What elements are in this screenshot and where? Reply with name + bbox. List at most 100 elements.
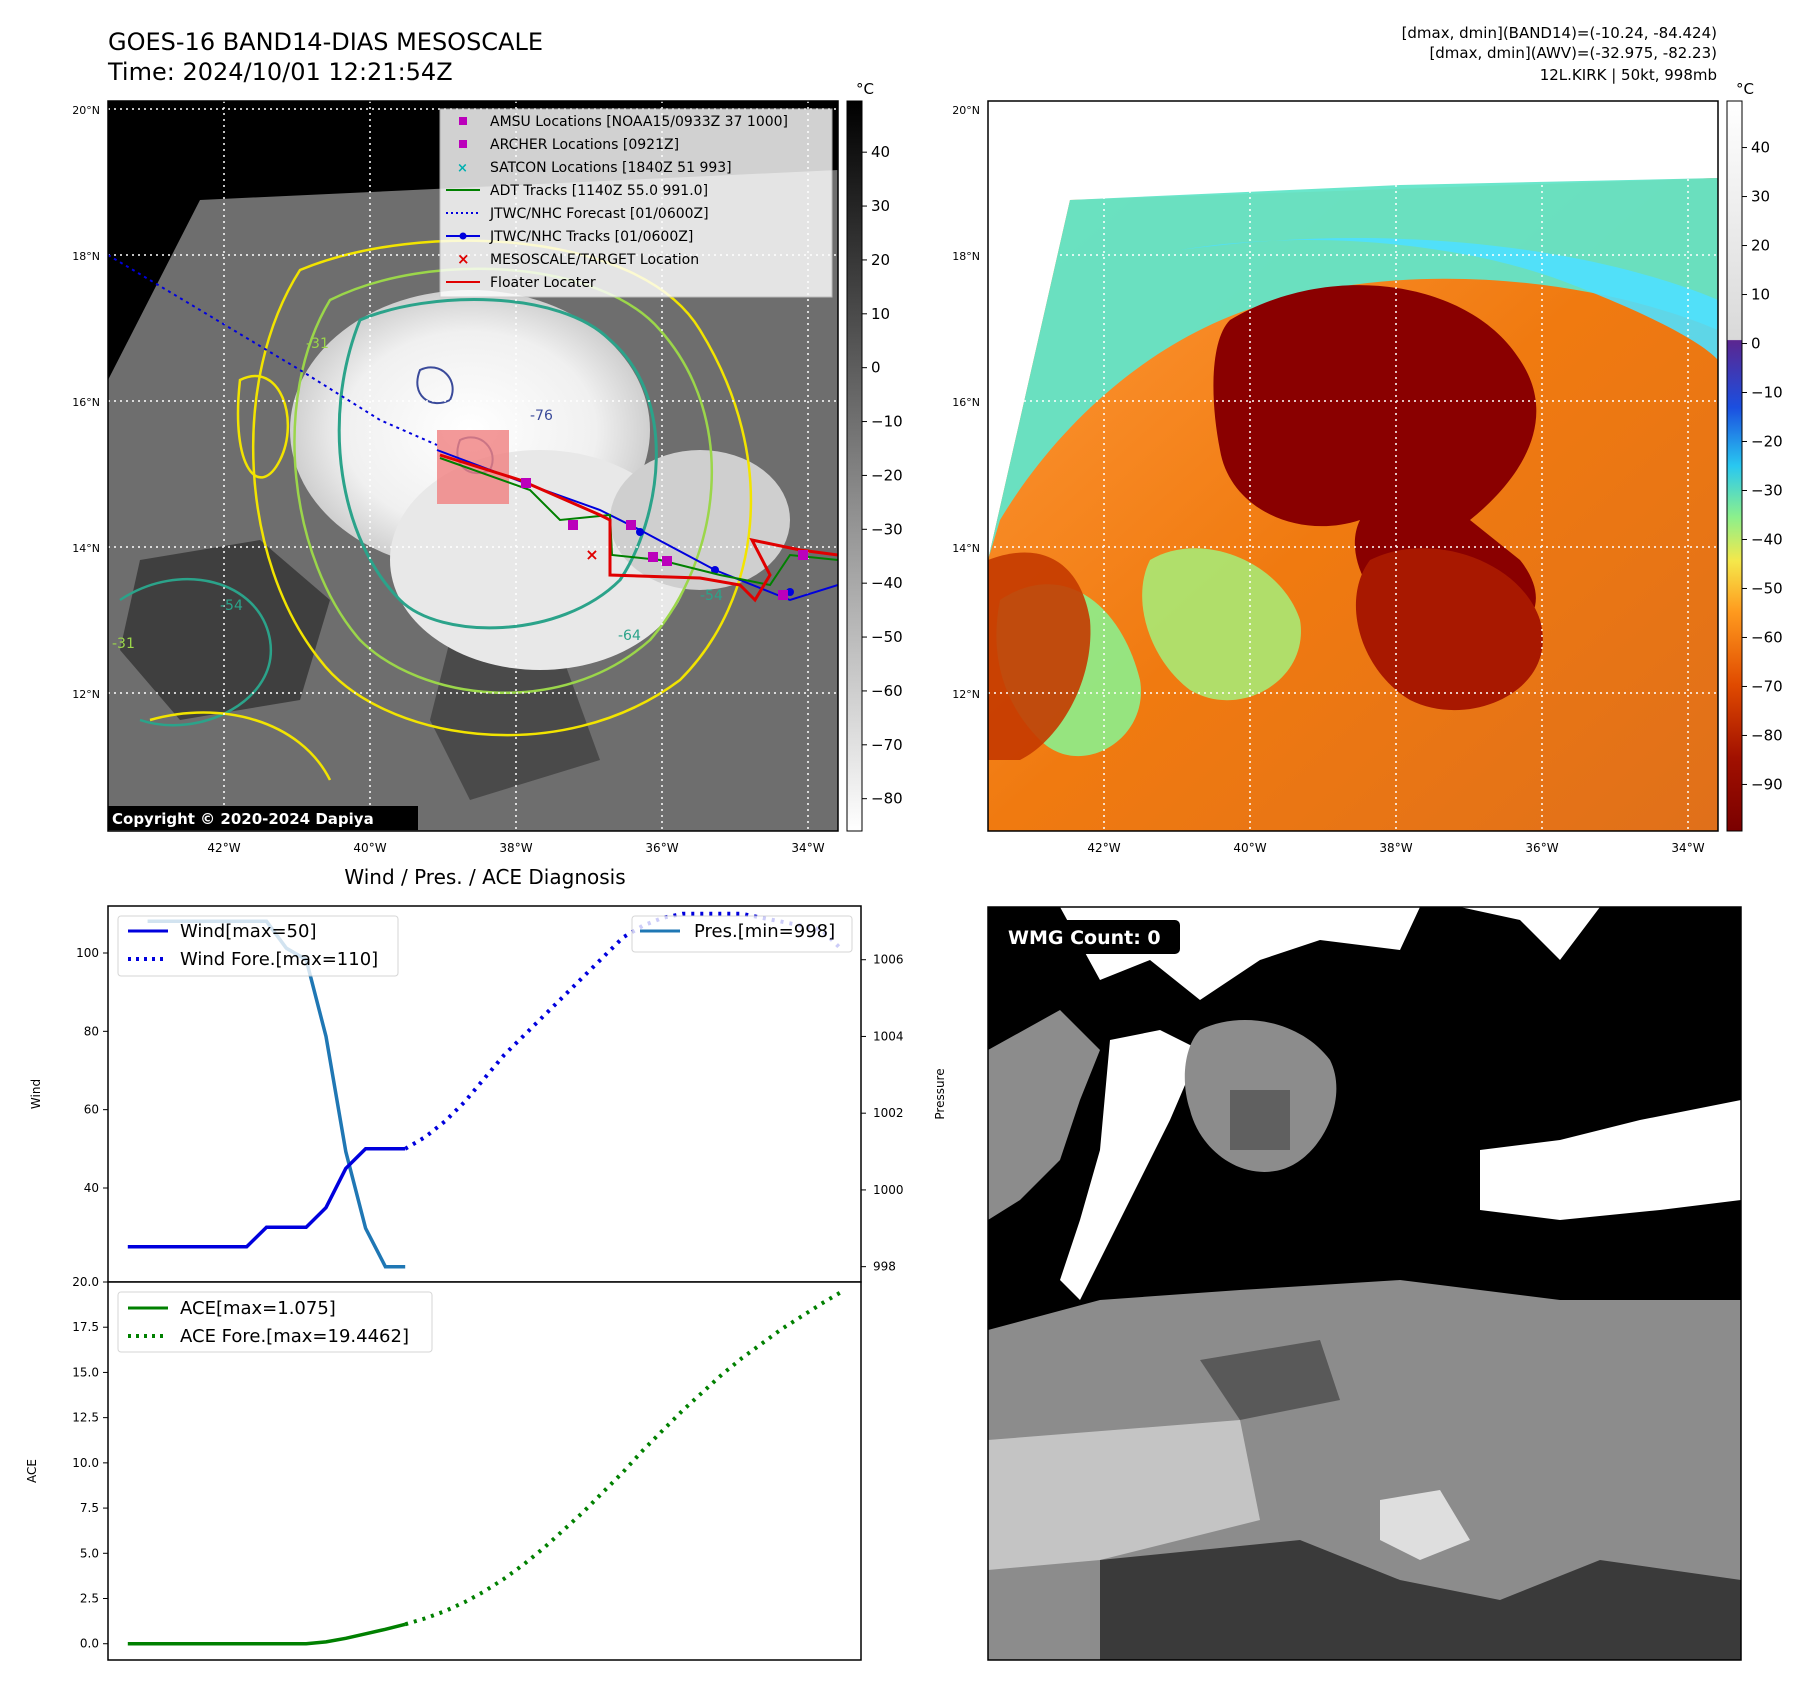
ace-ytick-label: 12.5 — [72, 1411, 99, 1425]
colorbar-tick-label: 40 — [871, 143, 890, 161]
lon-label: 36°W — [645, 841, 678, 855]
lat-label: 16°N — [952, 396, 980, 409]
colorbar-tick-label: −40 — [871, 574, 903, 592]
colorbar-tick-label: −10 — [1751, 384, 1783, 402]
band14-colorbar — [846, 100, 863, 832]
lat-label: 20°N — [952, 104, 980, 117]
wmg-panel: WMG Count: 0 — [987, 906, 1742, 1661]
colorbar-unit: °C — [856, 80, 874, 98]
colorbar-tick-label: −20 — [1751, 433, 1783, 451]
legend-item: JTWC/NHC Forecast [01/0600Z] — [489, 206, 709, 222]
lat-label: 14°N — [952, 542, 980, 555]
amsu-marker — [521, 478, 531, 488]
cold-cloud-core — [1355, 548, 1543, 711]
lon-label: 42°W — [1087, 841, 1120, 855]
colorbar-tick-label: −30 — [871, 520, 903, 538]
moist-region — [1180, 238, 1718, 360]
ace-ylabel: ACE — [25, 1459, 39, 1483]
adt-track-line — [439, 457, 838, 587]
figure-title: GOES-16 BAND14-DIAS MESOSCALE — [108, 28, 543, 56]
wind-ytick-label: 100 — [76, 946, 99, 960]
forecast-track-line — [108, 254, 438, 446]
wmg-white-region — [1060, 1030, 1200, 1300]
ace-ytick-label: 7.5 — [80, 1501, 99, 1515]
colorbar-tick-label: 10 — [1751, 286, 1770, 304]
colorbar-tick-label: −20 — [871, 466, 903, 484]
wmg-count-label: WMG Count: 0 — [1008, 927, 1161, 949]
wind-line — [127, 1147, 406, 1249]
colorbar-tick-label: −80 — [1751, 726, 1783, 744]
wind-ytick-label: 80 — [84, 1024, 99, 1038]
lat-label: 20°N — [72, 104, 100, 117]
colorbar-tick-label: −90 — [1751, 775, 1783, 793]
wmg-light-gray-region — [988, 1420, 1260, 1570]
wind-legend-box — [117, 915, 399, 977]
colorbar-tick-label: −70 — [871, 736, 903, 754]
legend-item: Floater Locater — [490, 275, 596, 291]
archer-marker — [648, 552, 658, 562]
archer-marker — [778, 590, 788, 600]
map-legend: AMSU Locations [NOAA15/0933Z 37 1000] AR… — [439, 108, 833, 298]
pressure-ylabel: Pressure — [933, 1068, 947, 1119]
wind-ytick-label: 60 — [84, 1103, 99, 1117]
lat-label: 18°N — [72, 250, 100, 263]
pressure-ytick-label: 1004 — [873, 1029, 904, 1043]
mesoscale-target-marker: × — [585, 545, 598, 564]
legend-item: JTWC/NHC Tracks [01/0600Z] — [489, 229, 693, 245]
lat-label: 14°N — [72, 542, 100, 555]
mesoscale-target-box — [437, 430, 509, 504]
legend-wind-fore-label: Wind Fore.[max=110] — [180, 949, 378, 970]
colorbar-tick-label: 0 — [871, 359, 881, 377]
legend-item: ADT Tracks [1140Z 55.0 991.0] — [490, 183, 708, 199]
colorbar-tick-label: 20 — [1751, 237, 1770, 255]
legend-item: ARCHER Locations [0921Z] — [490, 137, 679, 153]
map-frame — [107, 100, 839, 832]
wind-yticks: 100 80 60 40 — [76, 946, 108, 1195]
colorbar-tick-label: 20 — [871, 251, 890, 269]
colorbar-unit: °C — [1736, 80, 1754, 98]
awv-colorbar — [1726, 100, 1743, 832]
awv-stats: [dmax, dmin](AWV)=(-32.975, -82.23) — [1429, 44, 1717, 62]
contour-label: -54 — [700, 588, 723, 604]
wmg-dark-gray-region — [1200, 1340, 1340, 1420]
dark-clear-region — [430, 640, 600, 800]
ace-ytick-label: 17.5 — [72, 1320, 99, 1334]
copyright-text: Copyright © 2020-2024 Dapiya — [112, 810, 374, 828]
legend-satcon-swatch: × — [457, 161, 468, 176]
wmg-count-badge — [1000, 920, 1180, 954]
colorbar-tick-label: −10 — [871, 413, 903, 431]
ace-ytick-label: 15.0 — [72, 1365, 99, 1379]
lon-label: 38°W — [499, 841, 532, 855]
diagnosis-title: Wind / Pres. / ACE Diagnosis — [344, 865, 625, 889]
colorbar-tick-label: 10 — [871, 305, 890, 323]
ace-ytick-label: 10.0 — [72, 1456, 99, 1470]
legend-box — [439, 108, 833, 298]
colorbar-tick-label: −60 — [1751, 628, 1783, 646]
colorbar-tick-label: −70 — [1751, 677, 1783, 695]
colorbar-tick-label: 30 — [1751, 188, 1770, 206]
ace-series — [127, 1290, 843, 1646]
moist-region — [988, 178, 1718, 560]
awv-map-panel: 20°N 18°N 16°N 14°N 12°N 42°W 40°W 38°W … — [952, 80, 1782, 855]
lon-label: 40°W — [353, 841, 386, 855]
storm-info: 12L.KIRK | 50kt, 998mb — [1540, 66, 1717, 84]
lon-label: 42°W — [207, 841, 240, 855]
contour-line — [236, 374, 289, 479]
legend-ace-label: ACE[max=1.075] — [180, 1298, 336, 1319]
legend-track-point — [459, 232, 467, 240]
wmg-dark-gray-region — [1100, 1540, 1741, 1660]
wmg-frame — [987, 906, 1742, 1661]
band14-map-panel: × -31 -76 -54 -64 -54 -31 Copyright © 20… — [72, 80, 902, 855]
archer-marker — [662, 556, 672, 566]
wmg-white-region — [1480, 1100, 1741, 1220]
best-track-point — [711, 566, 719, 574]
colorbar-tick-label: −80 — [871, 790, 903, 808]
contour-label: -76 — [530, 408, 553, 424]
lon-label: 34°W — [1671, 841, 1704, 855]
colorbar-tick-label: −50 — [871, 628, 903, 646]
legend-archer-swatch — [459, 140, 467, 148]
legend-pressure-label: Pres.[min=998] — [694, 921, 835, 942]
legend-amsu-swatch — [459, 117, 467, 125]
archer-marker — [568, 520, 578, 530]
